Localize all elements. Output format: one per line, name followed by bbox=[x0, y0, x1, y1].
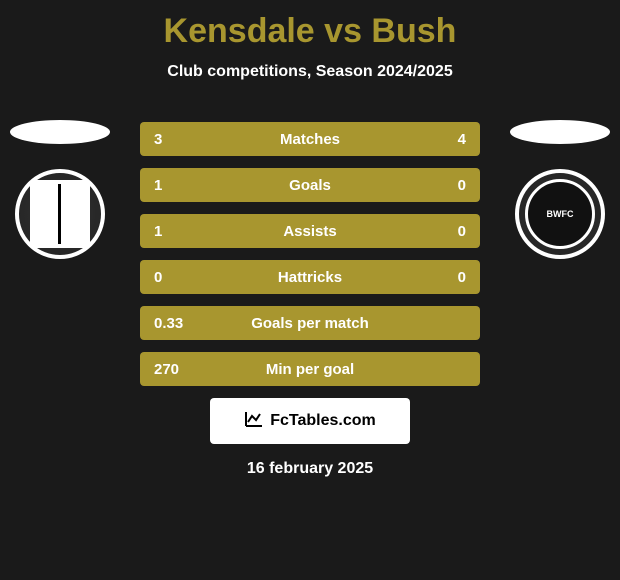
stat-row: 270 Min per goal bbox=[140, 352, 480, 386]
stat-left-value: 1 bbox=[154, 177, 214, 194]
stat-row: 1 Assists 0 bbox=[140, 214, 480, 248]
stat-left-value: 3 bbox=[154, 131, 214, 148]
stat-right-value: 0 bbox=[406, 223, 466, 240]
page-title: Kensdale vs Bush bbox=[0, 0, 620, 51]
subtitle: Club competitions, Season 2024/2025 bbox=[0, 63, 620, 81]
stat-label: Hattricks bbox=[278, 269, 342, 286]
stat-row: 1 Goals 0 bbox=[140, 168, 480, 202]
stat-label: Min per goal bbox=[266, 361, 354, 378]
stat-label: Goals bbox=[289, 177, 331, 194]
stat-left-value: 1 bbox=[154, 223, 214, 240]
stat-row: 0 Hattricks 0 bbox=[140, 260, 480, 294]
stat-left-value: 0.33 bbox=[154, 315, 214, 332]
stat-row: 3 Matches 4 bbox=[140, 122, 480, 156]
stat-row: 0.33 Goals per match bbox=[140, 306, 480, 340]
player-right-crest: BWFC bbox=[505, 120, 615, 270]
stat-right-value: 0 bbox=[406, 269, 466, 286]
stat-right-value: 4 bbox=[406, 131, 466, 148]
shield-icon bbox=[30, 180, 90, 248]
logo-box: FcTables.com bbox=[210, 398, 410, 444]
crest-circle-left bbox=[15, 169, 105, 259]
stat-label: Matches bbox=[280, 131, 340, 148]
chart-icon bbox=[244, 410, 264, 433]
swoosh-icon bbox=[510, 120, 610, 144]
stat-left-value: 0 bbox=[154, 269, 214, 286]
swoosh-icon bbox=[10, 120, 110, 144]
date-text: 16 february 2025 bbox=[140, 460, 480, 478]
stat-right-value: 0 bbox=[406, 177, 466, 194]
player-left-crest bbox=[5, 120, 115, 270]
club-badge-icon: BWFC bbox=[525, 179, 595, 249]
stat-label: Goals per match bbox=[251, 315, 369, 332]
stat-left-value: 270 bbox=[154, 361, 214, 378]
stats-container: 3 Matches 4 1 Goals 0 1 Assists 0 0 Hatt… bbox=[140, 122, 480, 478]
stat-label: Assists bbox=[283, 223, 336, 240]
crest-circle-right: BWFC bbox=[515, 169, 605, 259]
logo-text: FcTables.com bbox=[270, 412, 376, 430]
